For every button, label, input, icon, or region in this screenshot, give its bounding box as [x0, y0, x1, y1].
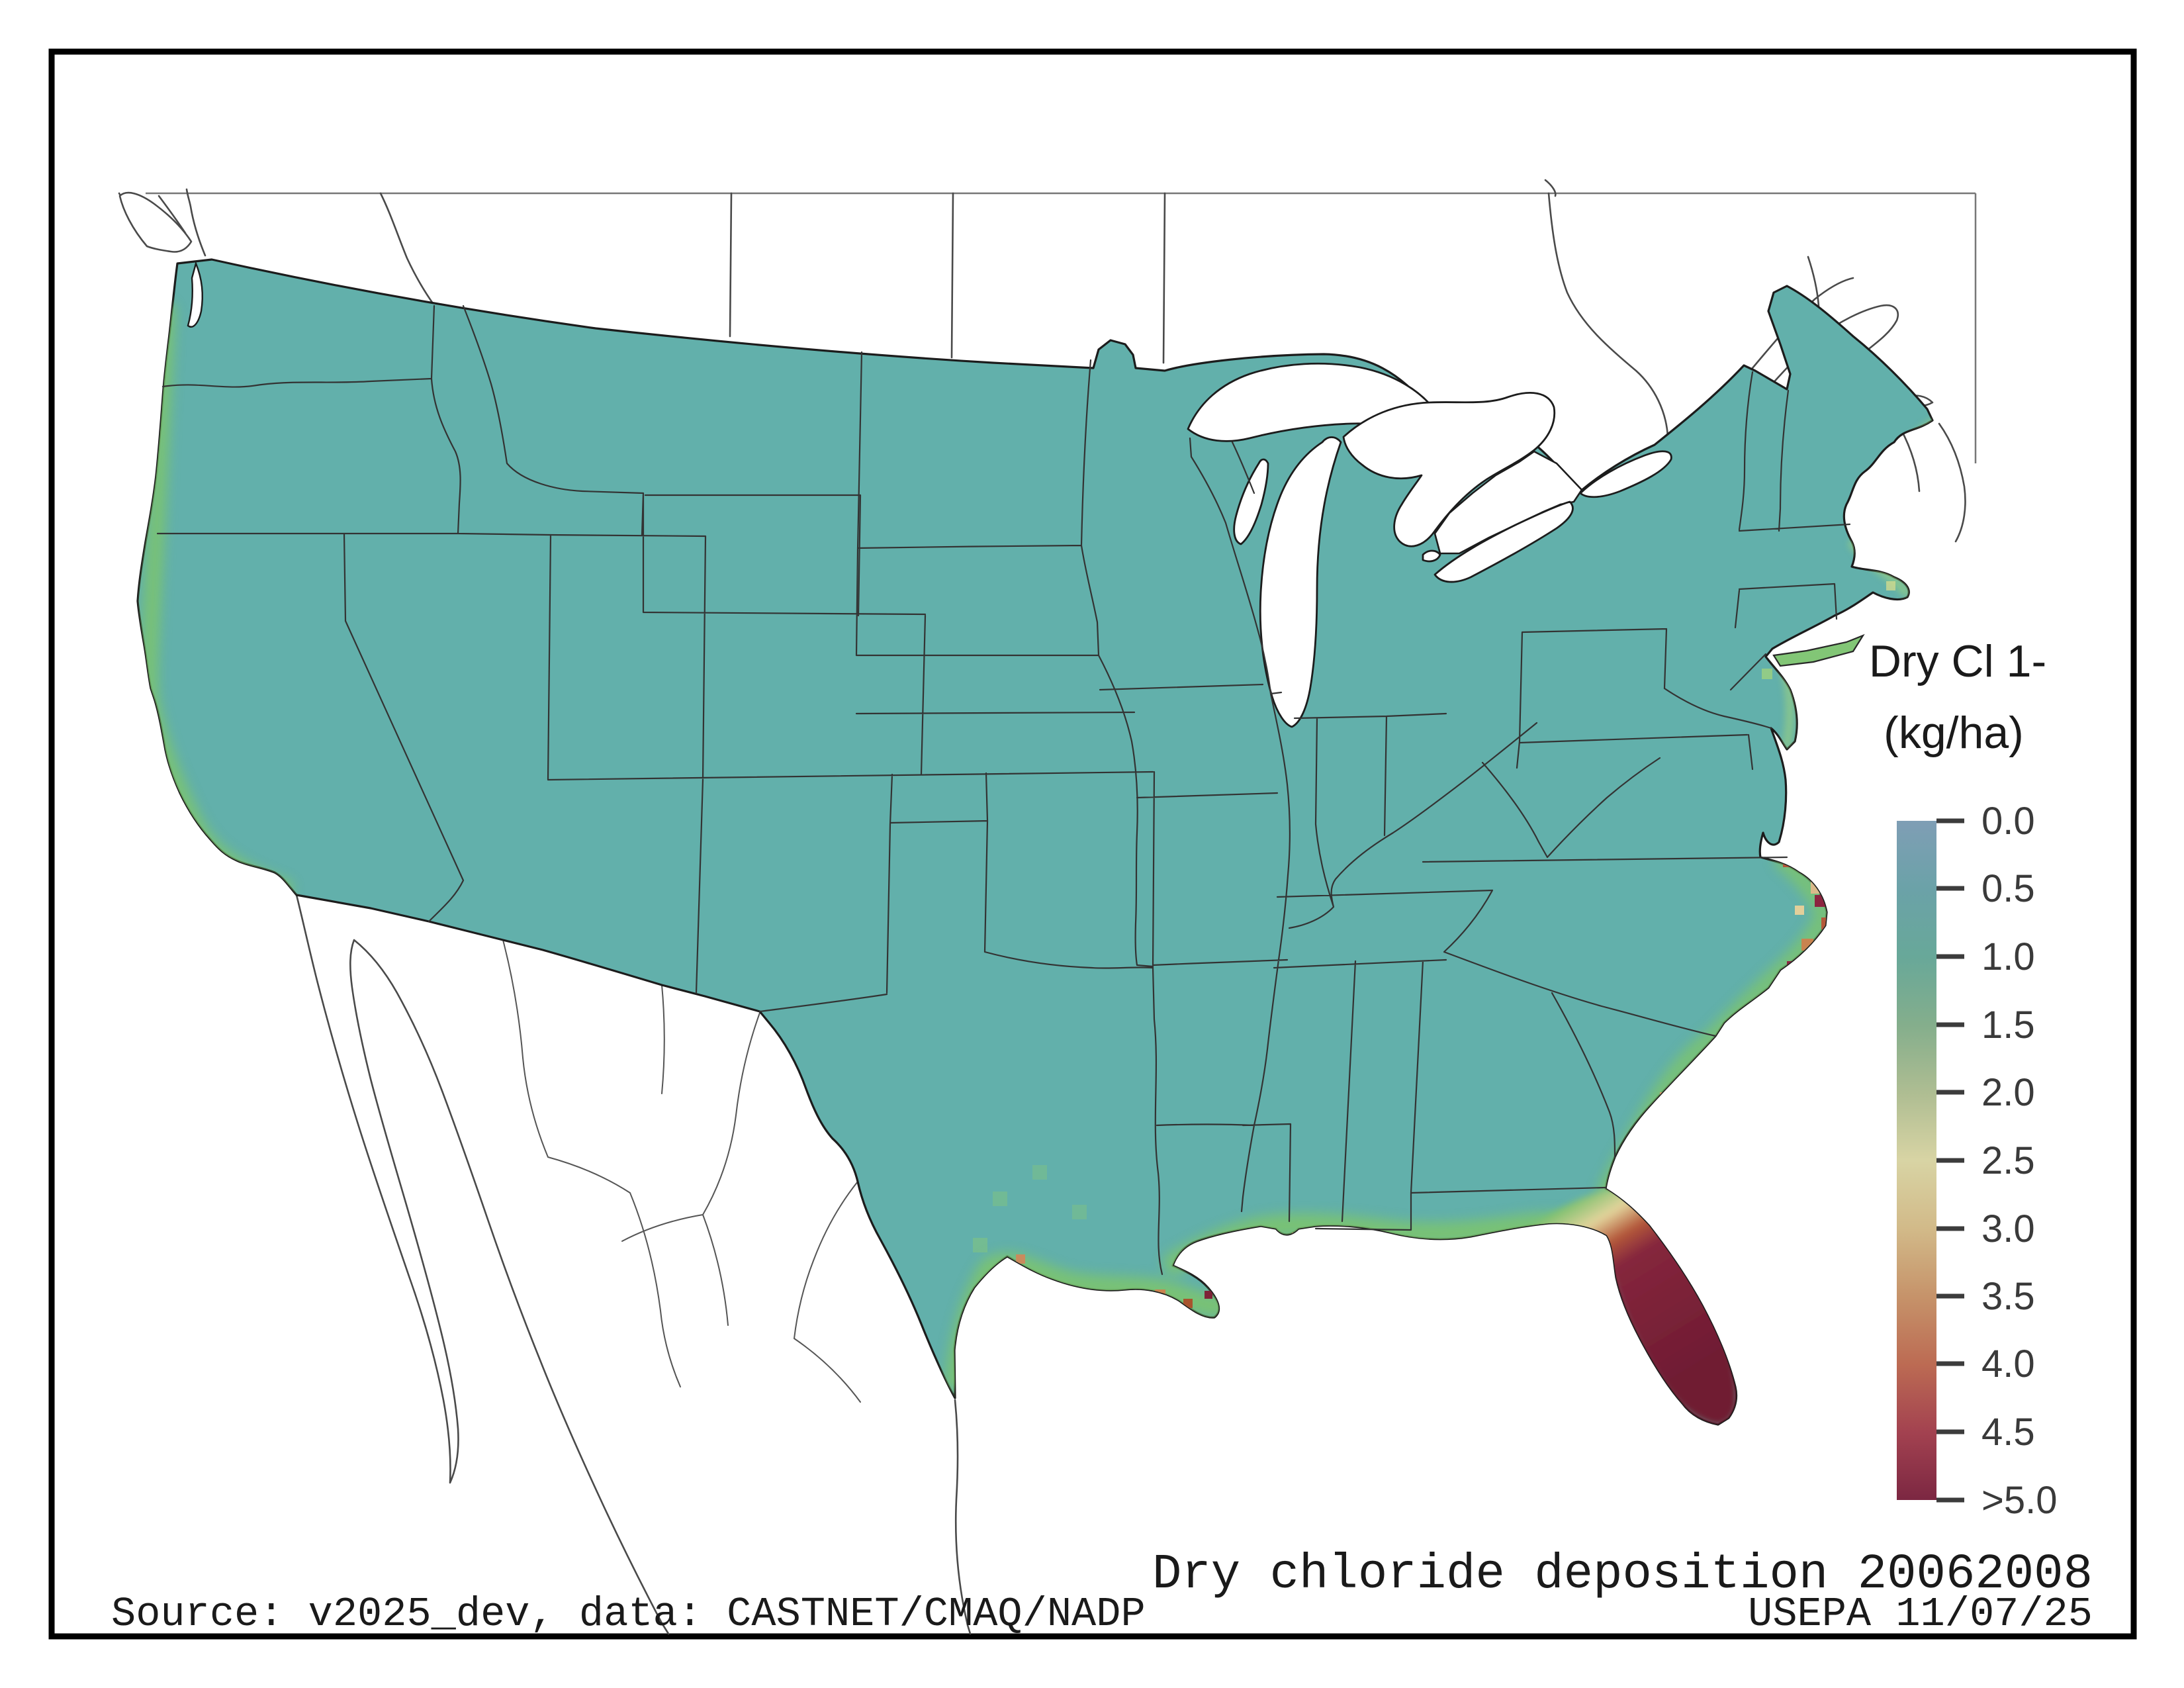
tick-label: 0.0 — [1981, 800, 2035, 843]
tick-label: 3.0 — [1981, 1207, 2035, 1250]
source-text: Source: v2025_dev, data: CASTNET/CMAQ/NA… — [111, 1591, 1146, 1638]
mexico-coast-and-borders — [295, 894, 972, 1635]
legend-title-line2: (kg/ha) — [1884, 708, 2024, 758]
legend: Dry Cl 1- (kg/ha) 0.0 0.5 1.0 1.5 2.0 2.… — [1869, 636, 2058, 1522]
tick-label: 1.0 — [1981, 935, 2035, 978]
tick-label: 4.0 — [1981, 1342, 2035, 1385]
lake-st-clair — [1422, 549, 1441, 563]
tick-label: 1.5 — [1981, 1004, 2035, 1047]
legend-title-line1: Dry Cl 1- — [1869, 636, 2046, 686]
footer-title: Dry chloride deposition 20062008 — [1152, 1547, 2093, 1603]
tick-label: 0.5 — [1981, 867, 2035, 910]
model-domain-boundary — [146, 192, 1977, 463]
puget-sound — [187, 261, 203, 328]
southern-ontario — [1433, 450, 1583, 555]
agency-date-text: USEPA 11/07/25 — [1748, 1591, 2093, 1638]
green-bay — [1233, 458, 1269, 545]
tick-label: 4.5 — [1981, 1411, 2035, 1454]
lake-huron — [1342, 392, 1556, 547]
tick-label: 2.0 — [1981, 1071, 2035, 1114]
florida-hotspot — [1529, 1189, 1737, 1425]
colorbar-ticks — [1936, 818, 1964, 1503]
tick-label: 3.5 — [1981, 1275, 2035, 1318]
colorbar — [1897, 821, 1936, 1500]
state-borders — [156, 305, 1851, 1276]
tick-label: 2.5 — [1981, 1139, 2035, 1182]
tick-label: >5.0 — [1981, 1479, 2058, 1522]
colorbar-tick-labels: 0.0 0.5 1.0 1.5 2.0 2.5 3.0 3.5 4.0 4.5 … — [1981, 800, 2058, 1522]
great-lakes — [1187, 362, 1672, 728]
long-island — [1772, 633, 1865, 667]
lake-erie — [1433, 500, 1574, 583]
lake-michigan — [1259, 436, 1342, 728]
lake-ontario — [1579, 450, 1672, 498]
